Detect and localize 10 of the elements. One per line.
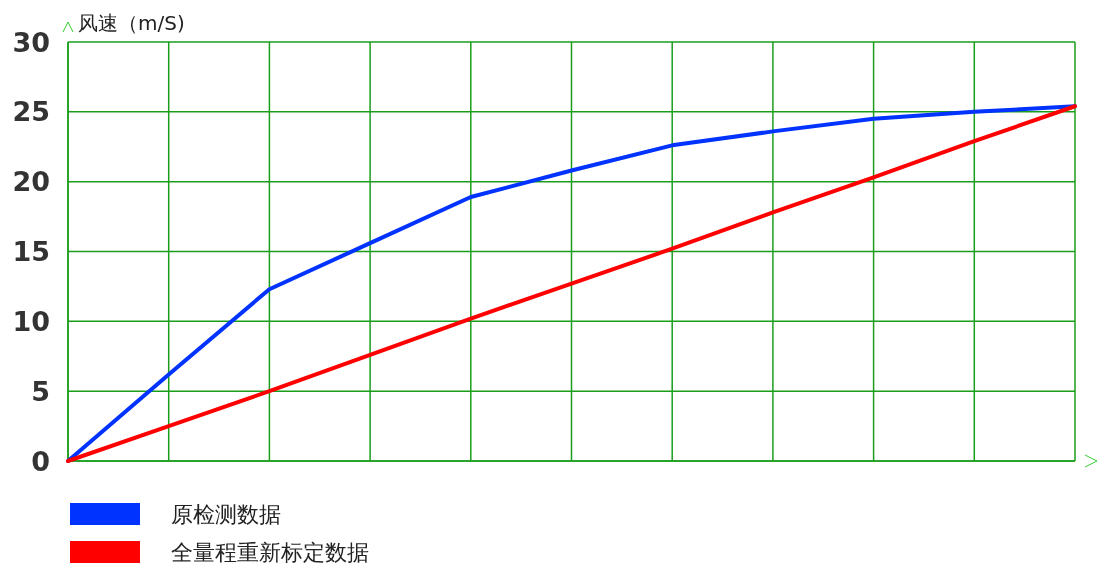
legend-label: 原检测数据 [171, 501, 281, 527]
y-tick-label: 0 [31, 445, 50, 477]
y-tick-label: 30 [12, 26, 50, 58]
y-tick-label: 25 [12, 96, 50, 128]
y-tick-label: 15 [12, 236, 50, 267]
legend-label: 全量程重新标定数据 [171, 539, 369, 565]
y-tick-label: 10 [12, 305, 50, 337]
y-axis-title: 风速（m/S) [78, 11, 185, 35]
y-tick-label: 5 [31, 375, 50, 407]
y-tick-label: 20 [12, 166, 50, 198]
